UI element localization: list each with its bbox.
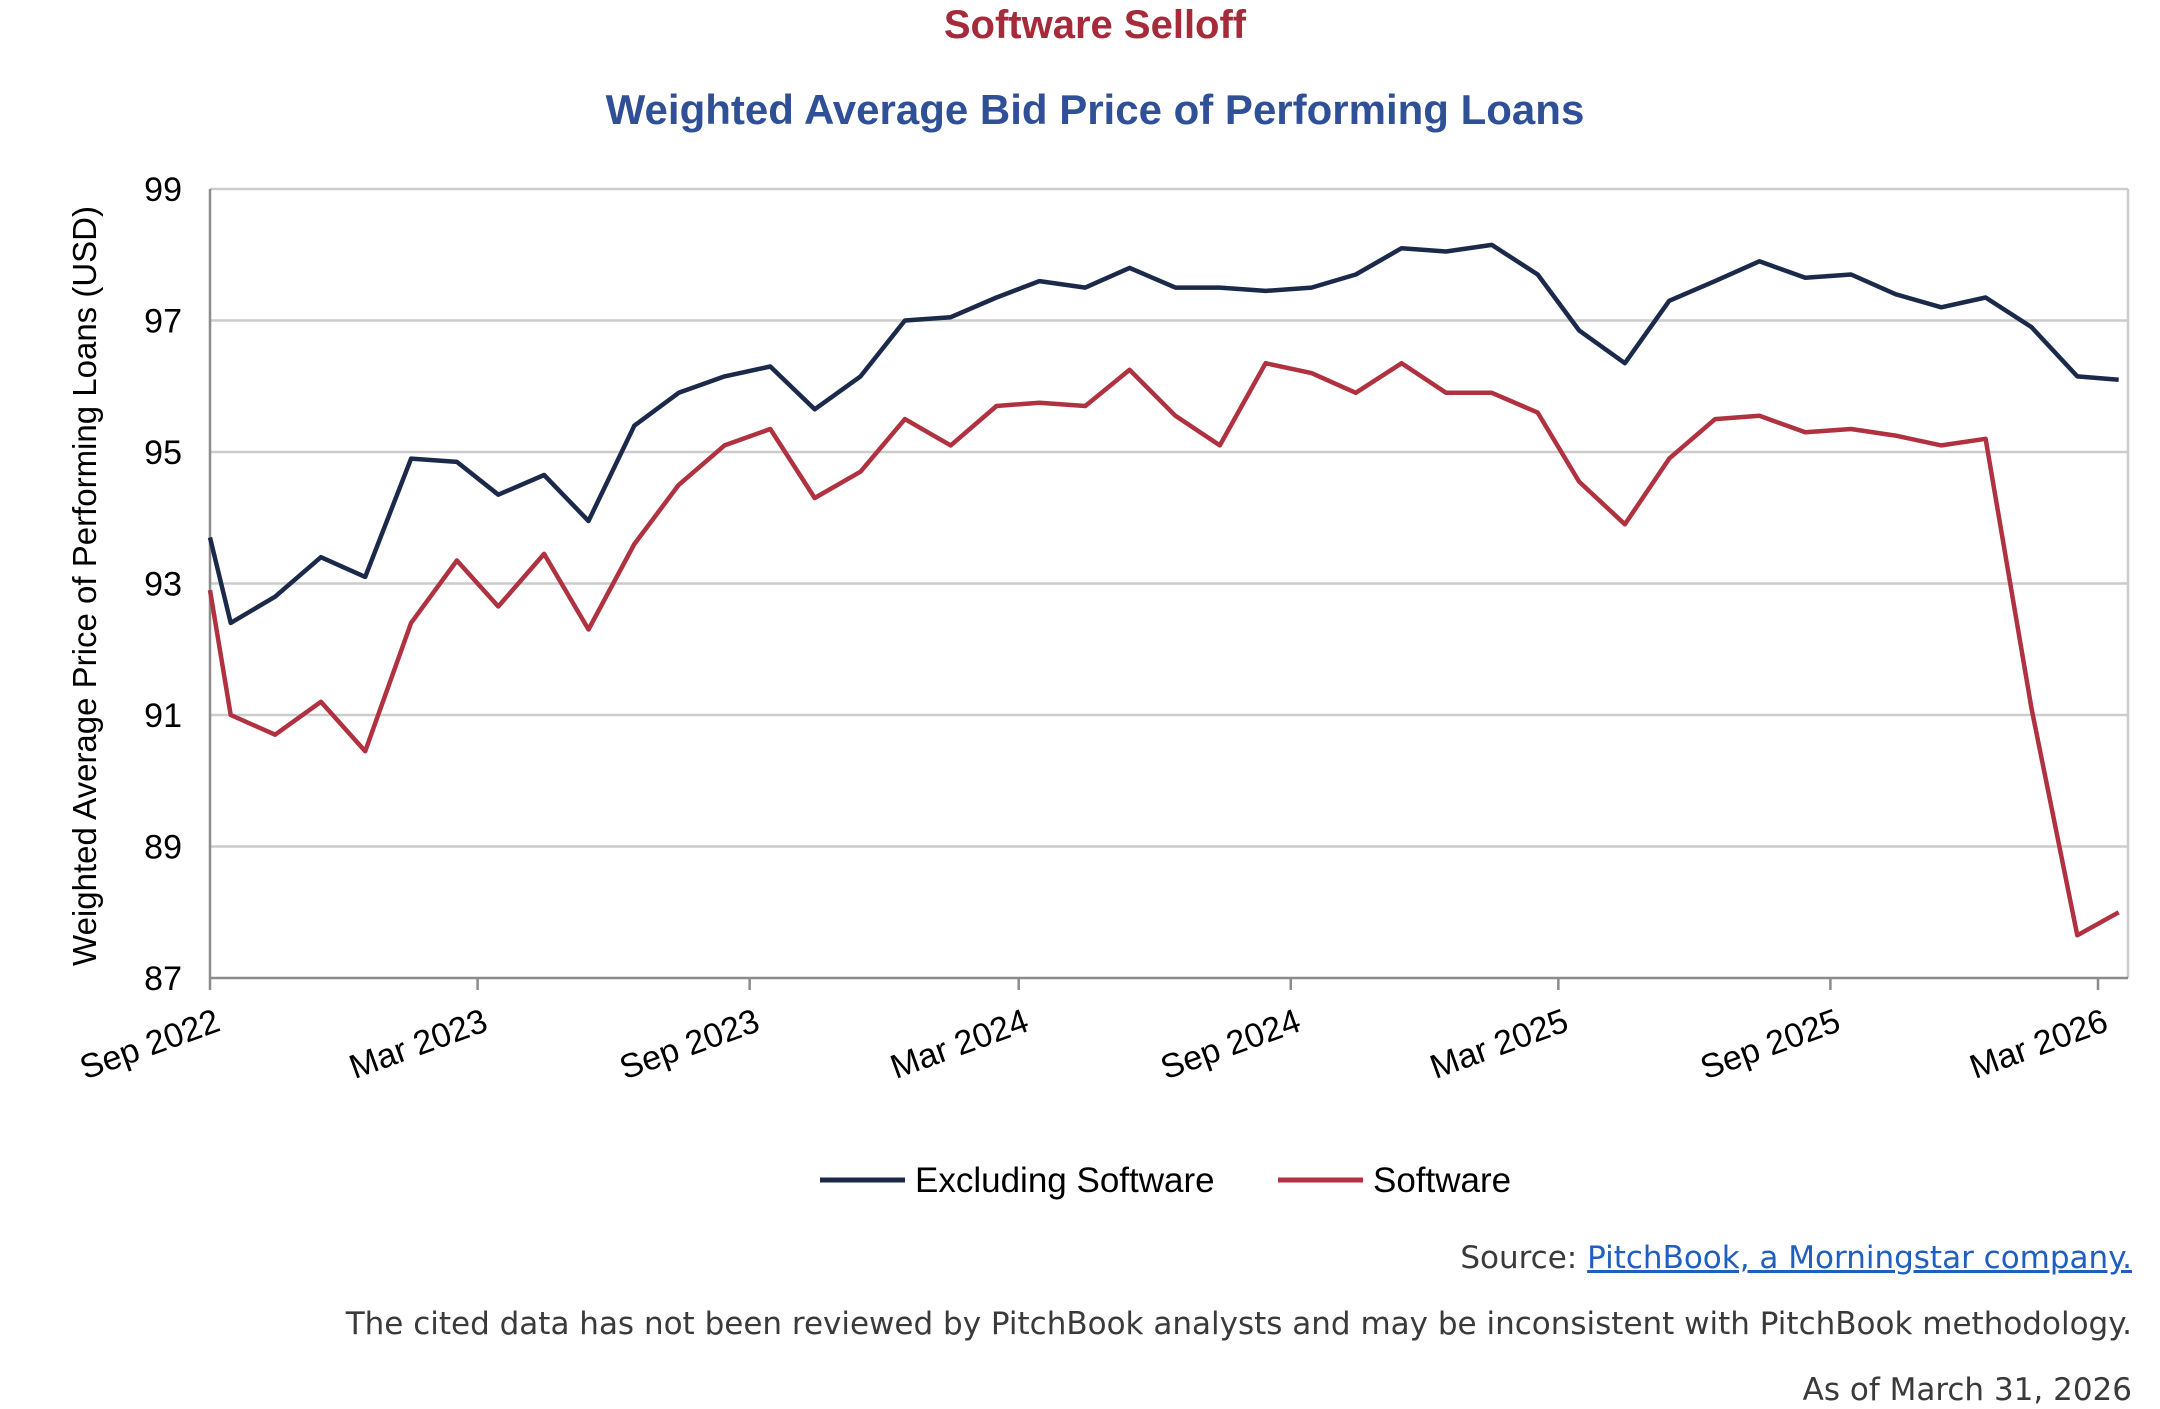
as-of-date: As of March 31, 2026 (1802, 1372, 2132, 1408)
legend: Excluding Software Software (820, 1161, 1511, 1200)
gridlines (210, 187, 2130, 978)
x-tick-label: Mar 2025 (1425, 1002, 1573, 1087)
x-tick-label: Sep 2025 (1695, 1002, 1845, 1088)
y-axis-label: Weighted Average Price of Performing Loa… (66, 206, 103, 966)
legend-label: Software (1373, 1161, 1511, 1200)
axes: 87 89 91 93 95 97 99 Sep 2022 Mar 2023 Sep 2023 Ma… (75, 171, 2128, 1087)
y-tick-label: 97 (144, 303, 182, 341)
x-tick-label: Sep 2022 (75, 1002, 225, 1088)
legend-label: Excluding Software (915, 1161, 1215, 1200)
x-tick-label: Sep 2023 (615, 1002, 765, 1088)
series-lines (207, 242, 2120, 938)
y-tick-label: 93 (144, 566, 182, 604)
chart-subtitle: Weighted Average Bid Price of Performing… (606, 86, 1585, 133)
chart-title: Software Selloff (944, 3, 1247, 47)
source-prefix: Source: (1460, 1240, 1588, 1276)
y-tick-label: 99 (144, 171, 182, 209)
series-line-excluding-software (207, 242, 2119, 626)
x-tick-label: Mar 2024 (885, 1002, 1033, 1087)
y-tick-label: 91 (144, 697, 182, 735)
x-tick-label: Sep 2024 (1156, 1002, 1306, 1088)
x-tick-label: Mar 2026 (1965, 1002, 2113, 1087)
y-tick-label: 95 (144, 434, 182, 472)
series-line-software (207, 360, 2120, 938)
disclaimer-text: The cited data has not been reviewed by … (345, 1306, 2132, 1342)
x-tick-label: Mar 2023 (344, 1002, 492, 1087)
source-link[interactable]: PitchBook, a Morningstar company. (1587, 1240, 2132, 1276)
y-tick-label: 89 (144, 829, 182, 867)
y-tick-label: 87 (144, 960, 182, 998)
source-line: Source: PitchBook, a Morningstar company… (1460, 1240, 2132, 1276)
